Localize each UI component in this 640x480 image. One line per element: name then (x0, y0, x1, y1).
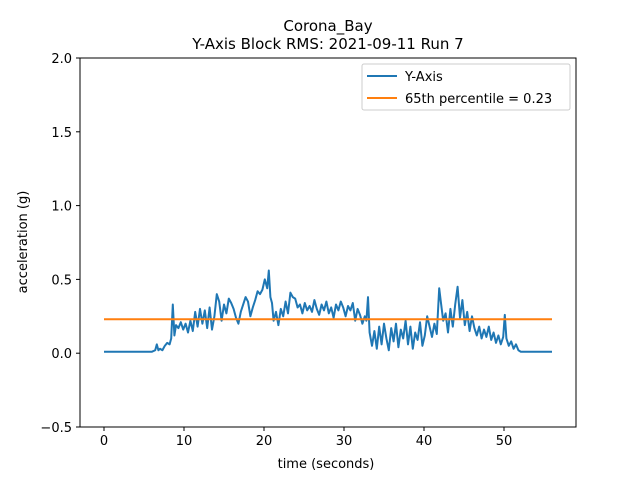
x-tick-label: 20 (256, 434, 273, 449)
chart-title: Corona_Bay (283, 17, 372, 36)
series-line-y-axis (104, 269, 552, 353)
plot-frame (79, 57, 577, 428)
chart-subtitle: Y-Axis Block RMS: 2021-09-11 Run 7 (191, 35, 463, 53)
axes-layer: 0 10 20 30 40 50 −0.5 0.0 0.5 1.0 1.5 2.0 (40, 52, 577, 449)
x-tick-label: 0 (100, 434, 108, 449)
x-axis-label: time (seconds) (278, 457, 375, 472)
x-tick-label: 10 (176, 434, 193, 449)
x-tick-label: 50 (496, 434, 513, 449)
legend-label-percentile: 65th percentile = 0.23 (405, 92, 552, 107)
series-layer (104, 269, 552, 353)
legend: Y-Axis 65th percentile = 0.23 (361, 63, 571, 111)
y-tick-label: 1.0 (51, 200, 72, 215)
legend-label-y-axis: Y-Axis (404, 70, 443, 85)
y-tick-label: 2.0 (51, 52, 72, 67)
legend-box (361, 63, 571, 111)
x-tick-label: 40 (416, 434, 433, 449)
y-axis-label: acceleration (g) (16, 191, 31, 294)
y-tick-label: −0.5 (40, 421, 72, 436)
x-tick-label: 30 (336, 434, 353, 449)
y-tick-label: 1.5 (51, 126, 72, 141)
y-tick-label: 0.0 (51, 347, 72, 362)
y-tick-label: 0.5 (51, 273, 72, 288)
